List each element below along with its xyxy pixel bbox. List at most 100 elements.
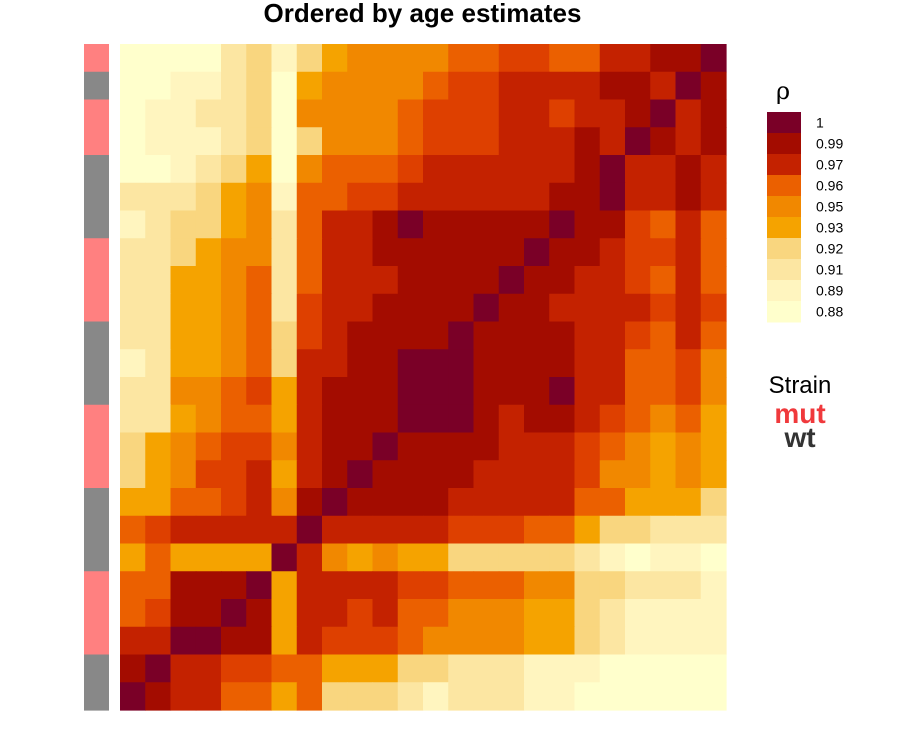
heatmap-cell — [473, 543, 500, 572]
strain-cell-mut — [84, 571, 109, 600]
strain-cell-mut — [84, 293, 109, 323]
strain-cell-mut — [84, 44, 109, 73]
heatmap-cell — [448, 321, 475, 350]
heatmap-cell — [397, 432, 424, 461]
heatmap-cell — [120, 99, 146, 128]
heatmap-cell — [347, 155, 374, 184]
heatmap-cell — [195, 155, 222, 184]
heatmap-cell — [145, 238, 172, 267]
heatmap-cell — [700, 238, 727, 267]
heatmap-cell — [549, 404, 576, 434]
heatmap-cell — [372, 293, 399, 323]
heatmap-cell — [498, 404, 525, 434]
heatmap-cell — [296, 127, 323, 156]
heatmap-cell — [498, 654, 525, 683]
heatmap-cell — [599, 349, 626, 378]
heatmap-cell — [549, 210, 576, 239]
heatmap-cell — [675, 654, 702, 683]
heatmap-cell — [625, 626, 651, 656]
heatmap-cell — [271, 99, 298, 128]
heatmap-cell — [120, 682, 146, 711]
heatmap-cell — [322, 404, 348, 434]
heatmap-cell — [372, 599, 399, 628]
heatmap-cell — [372, 515, 399, 545]
heatmap-cell — [448, 488, 475, 517]
heatmap-cell — [448, 99, 475, 128]
legend-swatch — [767, 301, 801, 323]
heatmap-cell — [372, 626, 399, 656]
heatmap-cell — [448, 515, 475, 545]
legend-swatch — [767, 133, 801, 155]
heatmap-cell — [498, 99, 525, 128]
heatmap-cell — [574, 155, 601, 184]
heatmap-cell — [195, 321, 222, 350]
heatmap-cell — [524, 432, 550, 461]
heatmap-cell — [473, 571, 500, 600]
heatmap-cell — [599, 44, 626, 73]
heatmap-cell — [675, 377, 702, 406]
heatmap-cell — [372, 266, 399, 295]
heatmap-cell — [498, 543, 525, 572]
heatmap-cell — [423, 404, 449, 434]
heatmap-cell — [448, 460, 475, 489]
heatmap-cell — [423, 571, 449, 600]
heatmap-cell — [574, 182, 601, 212]
heatmap-cell — [675, 99, 702, 128]
heatmap-cell — [296, 571, 323, 600]
heatmap-cell — [473, 488, 500, 517]
strain-cell-mut — [84, 599, 109, 628]
heatmap-cell — [574, 127, 601, 156]
heatmap-cell — [347, 543, 374, 572]
strain-legend-title: Strain — [769, 372, 832, 399]
legend-label: 0.91 — [816, 262, 843, 278]
heatmap-cell — [372, 210, 399, 239]
heatmap-cell — [423, 71, 449, 101]
heatmap-cell — [599, 155, 626, 184]
heatmap-cell — [322, 571, 348, 600]
heatmap-cell — [650, 599, 677, 628]
heatmap-cell — [120, 127, 146, 156]
heatmap-cell — [372, 349, 399, 378]
heatmap-cell — [700, 210, 727, 239]
heatmap-cell — [372, 432, 399, 461]
legend-label: 0.97 — [816, 157, 843, 173]
heatmap-cell — [675, 599, 702, 628]
legend-swatch — [767, 217, 801, 239]
heatmap-cell — [675, 515, 702, 545]
heatmap-cell — [271, 127, 298, 156]
heatmap-cell — [448, 182, 475, 212]
heatmap-cell — [574, 515, 601, 545]
heatmap-cell — [473, 377, 500, 406]
heatmap-cell — [650, 626, 677, 656]
heatmap-cell — [524, 71, 550, 101]
heatmap-cell — [120, 626, 146, 656]
heatmap-cell — [675, 321, 702, 350]
heatmap-cell — [599, 599, 626, 628]
heatmap-cell — [372, 127, 399, 156]
heatmap-cell — [549, 182, 576, 212]
heatmap-cell — [221, 293, 247, 323]
heatmap-cell — [120, 266, 146, 295]
heatmap-cell — [549, 155, 576, 184]
heatmap-cell — [650, 460, 677, 489]
heatmap-cell — [599, 404, 626, 434]
heatmap-cell — [675, 682, 702, 711]
heatmap-cell — [246, 654, 273, 683]
heatmap-cell — [650, 44, 677, 73]
legend-label: 0.92 — [816, 241, 843, 257]
heatmap-cell — [397, 182, 424, 212]
heatmap-cell — [397, 377, 424, 406]
heatmap-cell — [271, 599, 298, 628]
heatmap-cell — [625, 321, 651, 350]
heatmap-cell — [347, 293, 374, 323]
heatmap-cell — [498, 349, 525, 378]
heatmap-cell — [246, 238, 273, 267]
heatmap-cell — [625, 266, 651, 295]
heatmap-cell — [675, 293, 702, 323]
heatmap-cell — [700, 515, 727, 545]
heatmap-cell — [574, 432, 601, 461]
heatmap-cell — [246, 71, 273, 101]
heatmap-cell — [650, 571, 677, 600]
heatmap-cell — [195, 238, 222, 267]
heatmap-cell — [700, 349, 727, 378]
